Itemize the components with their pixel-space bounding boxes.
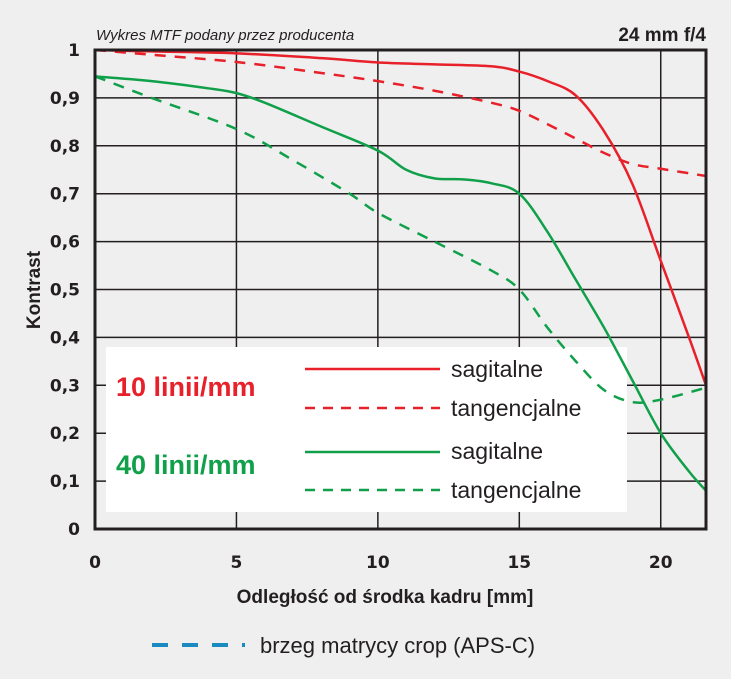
y-tick-label: 0: [68, 520, 80, 540]
legend-entry-40-sagitalne: sagitalne: [451, 438, 543, 464]
legend-group-10: 10 linii/mm: [116, 372, 256, 402]
y-tick-label: 0,9: [50, 89, 80, 109]
series-line-1: [94, 48, 707, 178]
x-tick-label: 20: [649, 553, 673, 573]
x-tick-label: 15: [507, 553, 531, 573]
y-tick-label: 0,4: [50, 328, 80, 348]
y-tick-label: 0,3: [50, 376, 80, 396]
y-tick-label: 0,8: [50, 137, 80, 157]
y-tick-label: 0,6: [50, 233, 80, 253]
y-tick-label: 0,5: [50, 281, 80, 301]
y-tick-label: 0,7: [50, 185, 80, 205]
plot-frame: [93, 48, 708, 531]
x-axis-label: Odległość od środka kadru [mm]: [237, 587, 534, 608]
legend-entry-10-tangencjalne: tangencjalne: [451, 395, 581, 421]
legend-group-40: 40 linii/mm: [116, 450, 256, 480]
series-line-2: [94, 75, 707, 492]
legend-entry-40-tangencjalne: tangencjalne: [451, 477, 581, 503]
legend-entry-10-sagitalne: sagitalne: [451, 356, 543, 382]
y-axis-label: Kontrast: [24, 250, 45, 329]
y-tick-label: 0,1: [50, 472, 80, 492]
y-tick-label: 1: [68, 41, 80, 61]
x-tick-label: 5: [231, 553, 243, 573]
legend: 10 linii/mm 40 linii/mm sagitalne tangen…: [106, 347, 627, 512]
legend-background: [106, 347, 627, 512]
chart-title: Wykres MTF podany przez producenta: [96, 27, 354, 44]
series-line-3: [94, 75, 707, 404]
series-line-0: [94, 48, 708, 386]
x-tick-label: 0: [89, 553, 101, 573]
tick-labels: 0 5 10 15 20 0 0,1 0,2 0,3 0,4 0,5 0,6 0,7 0,8 0,9 1: [50, 41, 673, 573]
chart-subtitle: 24 mm f/4: [618, 25, 706, 46]
x-tick-label: 10: [366, 553, 390, 573]
footer-legend-label: brzeg matrycy crop (APS-C): [260, 633, 535, 658]
y-tick-label: 0,2: [50, 424, 80, 444]
series-layer: [94, 48, 708, 492]
